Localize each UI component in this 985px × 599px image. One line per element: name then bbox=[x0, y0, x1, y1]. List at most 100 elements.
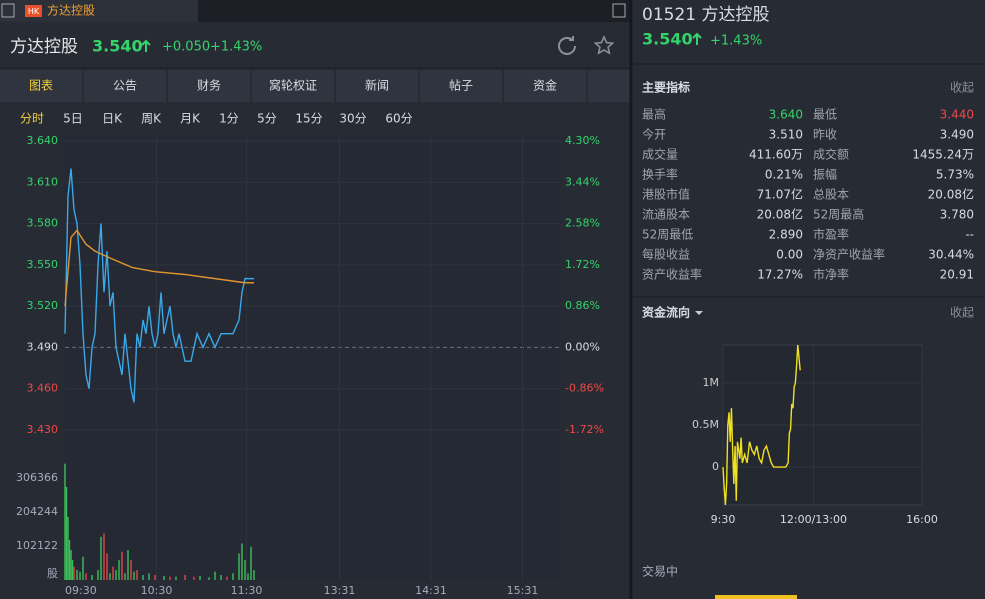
volume-bar bbox=[208, 577, 210, 580]
period-option[interactable]: 5分 bbox=[257, 112, 277, 126]
x-tick-label: 09:30 bbox=[65, 584, 97, 597]
tab-label[interactable]: 帖子 bbox=[449, 78, 473, 93]
tab-label[interactable]: 财务 bbox=[197, 78, 221, 93]
y-tick-label: 3.490 bbox=[27, 340, 59, 353]
volume-bar bbox=[250, 546, 252, 580]
metric-value: 3.780 bbox=[940, 208, 974, 222]
badge bbox=[25, 5, 42, 17]
tab-label[interactable]: 图表 bbox=[29, 79, 53, 93]
metric-value: 3.640 bbox=[769, 108, 803, 122]
tab-label[interactable]: 新闻 bbox=[365, 78, 389, 93]
period-option[interactable]: 30分 bbox=[339, 112, 366, 126]
y-tick-label: 1M bbox=[703, 376, 720, 389]
x-tick-label: 16:00 bbox=[906, 513, 938, 526]
status: 交易中 bbox=[642, 564, 678, 579]
metric-label: 今开 bbox=[642, 127, 666, 142]
flow-line bbox=[722, 344, 801, 506]
tab-title: 方达控股 bbox=[47, 3, 95, 18]
side-change-pct: +1.43% bbox=[710, 34, 762, 49]
volume-bar bbox=[226, 576, 228, 580]
badge-text: HK bbox=[28, 7, 40, 16]
tab-button[interactable] bbox=[0, 70, 82, 102]
metric-label: 昨收 bbox=[813, 128, 837, 142]
volume-bar bbox=[253, 570, 255, 580]
volume-bar bbox=[76, 570, 78, 580]
y-tick-label: 204244 bbox=[16, 505, 58, 518]
tab-button[interactable] bbox=[504, 70, 586, 102]
y-tick-label: 3.430 bbox=[27, 423, 59, 436]
tab-button[interactable] bbox=[336, 70, 418, 102]
metric-value: 20.08亿 bbox=[928, 187, 974, 202]
metric-label: 最低 bbox=[813, 108, 837, 122]
period-option[interactable]: 周K bbox=[141, 112, 162, 126]
y-tick-label: 102122 bbox=[16, 539, 58, 552]
tab-button[interactable] bbox=[252, 70, 334, 102]
metric-value: 30.44% bbox=[928, 248, 974, 262]
volume-bar bbox=[85, 573, 87, 580]
up-arrow bbox=[141, 39, 151, 52]
volume-bar bbox=[232, 573, 234, 580]
y2-tick-label: -1.72% bbox=[565, 423, 604, 436]
tab-label[interactable]: 资金 bbox=[533, 78, 557, 93]
metric-label: 成交额 bbox=[813, 147, 849, 162]
tab-button[interactable] bbox=[168, 70, 250, 102]
period-option[interactable]: 5日 bbox=[63, 112, 83, 126]
volume-bar bbox=[175, 576, 177, 580]
tab-button[interactable] bbox=[84, 70, 166, 102]
x-tick-label: 10:30 bbox=[141, 584, 173, 597]
metric-label: 成交量 bbox=[642, 147, 678, 162]
change: +0.050 bbox=[162, 40, 210, 55]
volume-bar bbox=[115, 570, 117, 580]
x-tick-label: 11:30 bbox=[231, 584, 263, 597]
volume-bar bbox=[199, 576, 201, 580]
metric-value: 0.21% bbox=[765, 168, 803, 182]
period-option[interactable]: 1分 bbox=[219, 112, 239, 126]
metric-value: 411.60万 bbox=[749, 148, 803, 162]
volume-bar bbox=[130, 560, 132, 580]
volume-bar bbox=[109, 573, 111, 580]
metric-label: 总股本 bbox=[813, 188, 849, 202]
metric-value: -- bbox=[965, 228, 974, 242]
volume-bar bbox=[133, 571, 135, 580]
button-edge[interactable] bbox=[715, 595, 797, 599]
refresh-icon[interactable] bbox=[558, 36, 576, 55]
tab-label[interactable]: 窝轮权证 bbox=[269, 78, 317, 93]
y2-tick-label: 2.58% bbox=[565, 217, 600, 230]
volume-bar bbox=[68, 540, 71, 580]
metric-value: 20.08亿 bbox=[757, 207, 803, 222]
volume-bar bbox=[100, 536, 102, 580]
y2-tick-label: 4.30% bbox=[565, 134, 600, 147]
metric-label: 市盈率 bbox=[813, 227, 849, 242]
volume-bar bbox=[127, 550, 129, 580]
volume-bar bbox=[118, 560, 120, 580]
volume-bar bbox=[247, 573, 249, 580]
period-option[interactable]: 分时 bbox=[20, 112, 44, 126]
y2-tick-label: 0.86% bbox=[565, 299, 600, 312]
volume-bar bbox=[142, 575, 144, 580]
period-option[interactable]: 60分 bbox=[385, 112, 412, 126]
metric-value: 71.07亿 bbox=[757, 187, 803, 202]
collapse[interactable]: 收起 bbox=[950, 81, 974, 95]
volume-bar bbox=[193, 576, 195, 580]
side-price: 3.540 bbox=[642, 30, 693, 49]
tab-label[interactable]: 公告 bbox=[113, 79, 137, 93]
volume-bar bbox=[244, 560, 246, 580]
y-tick-label: 306366 bbox=[16, 471, 58, 484]
metric-value: 3.510 bbox=[769, 128, 803, 142]
tab-button[interactable] bbox=[420, 70, 502, 102]
volume-bar bbox=[241, 543, 243, 580]
panel-icon[interactable] bbox=[612, 3, 626, 18]
metric-label: 流通股本 bbox=[642, 208, 690, 222]
period-option[interactable]: 日K bbox=[102, 112, 123, 126]
period-option[interactable]: 月K bbox=[180, 112, 201, 126]
period-option[interactable]: 15分 bbox=[295, 112, 322, 126]
volume-bar bbox=[106, 553, 108, 580]
price-line bbox=[64, 229, 254, 307]
collapse[interactable]: 收起 bbox=[950, 306, 974, 320]
metric-label: 振幅 bbox=[813, 167, 837, 182]
star-icon[interactable] bbox=[593, 35, 615, 55]
dropdown-icon[interactable] bbox=[695, 311, 703, 315]
sidebar-icon[interactable] bbox=[1, 3, 15, 18]
window-tab[interactable] bbox=[0, 0, 198, 22]
